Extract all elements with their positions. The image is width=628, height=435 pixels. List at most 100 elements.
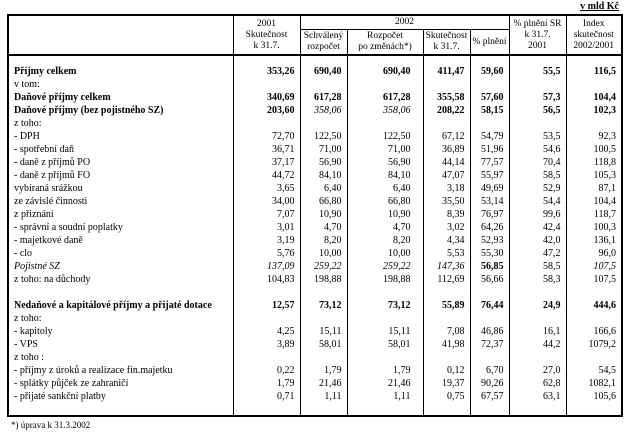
value-cell: 1,11 <box>346 390 424 403</box>
value-cell: 12,57 <box>232 299 301 312</box>
table-row: Nedaňové a kapitálové příjmy a přijaté d… <box>7 299 623 312</box>
value-cell <box>346 351 424 364</box>
value-cell: 56,90 <box>346 156 424 169</box>
value-cell: 58,01 <box>299 338 348 351</box>
table-row: - majetkové daně 3,19 8,20 8,20 4,34 52,93 42,… <box>7 234 623 247</box>
value-cell: 62,8 <box>508 377 567 390</box>
table-row: z přiznání 7,07 10,90 10,90 8,39 76,97 99,6 118… <box>7 208 623 221</box>
value-cell: 104,4 <box>565 91 623 104</box>
value-cell <box>422 117 471 130</box>
row-label: z toho : <box>7 351 234 364</box>
value-cell: 72,70 <box>232 130 301 143</box>
table-row: vybíraná srážkou 3,65 6,40 6,40 3,18 49,69 52,… <box>7 182 623 195</box>
table-row: Daňové příjmy celkem 340,69 617,28 617,28 35… <box>7 91 623 104</box>
value-cell <box>508 403 567 416</box>
row-label: Pojistné SZ <box>7 260 234 273</box>
table-row: - správní a soudní poplatky 3,01 4,70 4,70 3… <box>7 221 623 234</box>
value-cell: 37,17 <box>232 156 301 169</box>
row-label: z přiznání <box>7 208 234 221</box>
row-label: - správní a soudní poplatky <box>7 221 234 234</box>
value-cell: 198,88 <box>299 273 348 286</box>
value-cell: 690,40 <box>346 65 424 78</box>
value-cell: 58,3 <box>508 273 567 286</box>
value-cell: 198,88 <box>346 273 424 286</box>
row-label: - clo <box>7 247 234 260</box>
value-cell: 137,09 <box>232 260 301 273</box>
value-cell: 10,90 <box>346 208 424 221</box>
table-row: - VPS 3,89 58,01 58,01 41,98 72,37 44,2 1079,2 <box>7 338 623 351</box>
table-row: - daně z příjmů FO 44,72 84,10 84,10 47,07 55… <box>7 169 623 182</box>
value-cell: 4,25 <box>232 325 301 338</box>
value-cell: 77,57 <box>469 156 510 169</box>
value-cell: 112,69 <box>422 273 471 286</box>
value-cell <box>469 351 510 364</box>
value-cell: 1,79 <box>346 364 424 377</box>
table-row: - clo 5,76 10,00 10,00 5,53 55,30 47,2 96,0 <box>7 247 623 260</box>
value-cell <box>232 312 301 325</box>
value-cell: 5,53 <box>422 247 471 260</box>
value-cell: 166,6 <box>565 325 623 338</box>
value-cell: 259,22 <box>346 260 424 273</box>
value-cell: 8,39 <box>422 208 471 221</box>
value-cell: 56,5 <box>508 104 567 117</box>
row-label: - daně z příjmů PO <box>7 156 234 169</box>
value-cell: 690,40 <box>299 65 348 78</box>
value-cell: 42,0 <box>508 234 567 247</box>
row-label: - spotřební daň <box>7 143 234 156</box>
table-row: Daňové příjmy (bez pojistného SZ) 203,60 3… <box>7 104 623 117</box>
row-label <box>7 403 234 416</box>
value-cell: 118,8 <box>565 156 623 169</box>
table-row: z toho : <box>7 351 623 364</box>
value-cell: 87,1 <box>565 182 623 195</box>
value-cell: 35,50 <box>422 195 471 208</box>
value-cell: 55,5 <box>508 65 567 78</box>
value-cell: 105,6 <box>565 390 623 403</box>
value-cell <box>469 78 510 91</box>
value-cell: 6,70 <box>469 364 510 377</box>
row-label: - splátky půjček ze zahraničí <box>7 377 234 390</box>
value-cell: 7,07 <box>232 208 301 221</box>
value-cell <box>232 351 301 364</box>
value-cell: 411,47 <box>422 65 471 78</box>
value-cell <box>299 78 348 91</box>
value-cell: 27,0 <box>508 364 567 377</box>
value-cell: 3,65 <box>232 182 301 195</box>
value-cell <box>469 55 510 65</box>
value-cell: 36,89 <box>422 143 471 156</box>
value-cell <box>299 403 348 416</box>
value-cell: 116,5 <box>565 65 623 78</box>
table-body: Příjmy celkem 353,26 690,40 690,40 411,47 59,… <box>7 55 623 416</box>
value-cell: 102,3 <box>565 104 623 117</box>
value-cell <box>346 312 424 325</box>
table-row: - příjmy z úroků a realizace fin.majetku… <box>7 364 623 377</box>
value-cell: 5,76 <box>232 247 301 260</box>
value-cell: 67,57 <box>469 390 510 403</box>
header-cell-plneni-sr: % plnění SR k 31.7. 2001 <box>508 14 567 56</box>
value-cell: 118,7 <box>565 208 623 221</box>
value-cell <box>299 312 348 325</box>
table-row: - DPH 72,70 122,50 122,50 67,12 54,79 53,5 92,3 <box>7 130 623 143</box>
row-label: z toho: <box>7 312 234 325</box>
value-cell: 107,5 <box>565 273 623 286</box>
header-cell-2002-group: 2002 <box>299 14 510 30</box>
row-label: - přijaté sankční platby <box>7 390 234 403</box>
value-cell: 358,06 <box>346 104 424 117</box>
value-cell <box>299 351 348 364</box>
value-cell <box>469 403 510 416</box>
value-cell: 54,4 <box>508 195 567 208</box>
value-cell: 19,37 <box>422 377 471 390</box>
value-cell: 122,50 <box>346 130 424 143</box>
value-cell <box>232 117 301 130</box>
value-cell: 58,5 <box>508 260 567 273</box>
value-cell: 105,3 <box>565 169 623 182</box>
value-cell: 36,71 <box>232 143 301 156</box>
row-label: - DPH <box>7 130 234 143</box>
value-cell: 71,00 <box>299 143 348 156</box>
value-cell: 21,46 <box>346 377 424 390</box>
header-cell-approved-budget: Schválený rozpočet <box>299 29 348 56</box>
table-row: - přijaté sankční platby 0,71 1,11 1,11 0,75… <box>7 390 623 403</box>
value-cell <box>299 286 348 299</box>
row-label: ze závislé činnosti <box>7 195 234 208</box>
value-cell: 8,20 <box>346 234 424 247</box>
